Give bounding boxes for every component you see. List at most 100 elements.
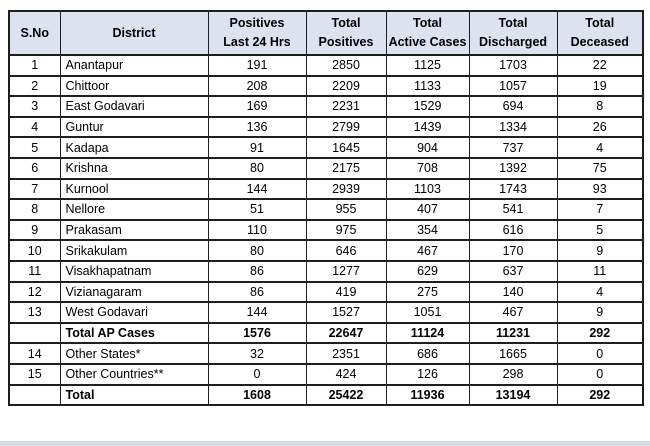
cell-total-deceased: 11 — [556, 259, 644, 283]
cell-sno — [8, 321, 61, 345]
cell-total-discharged: 170 — [468, 239, 558, 262]
cell-sno — [8, 383, 61, 407]
cell-district: Krishna — [59, 156, 209, 180]
cell-sno: 5 — [8, 136, 61, 159]
cell-total-active-cases: 1103 — [385, 177, 470, 201]
cell-district: Prakasam — [59, 218, 209, 242]
cell-positives-last-24hrs: 144 — [207, 301, 307, 324]
header-cell-total-discharged: Total Discharged — [468, 10, 558, 56]
cell-total-discharged: 1665 — [468, 342, 558, 365]
cell-district: Srikakulam — [59, 239, 209, 262]
cell-sno: 3 — [8, 95, 61, 118]
table-row: 5 Kadapa 91 1645 904 737 4 — [8, 136, 644, 159]
cell-total-active-cases: 1133 — [385, 74, 470, 98]
cell-total-active-cases: 126 — [385, 362, 470, 386]
cell-total-deceased: 9 — [556, 301, 644, 324]
cell-total-positives: 2231 — [305, 95, 387, 118]
cell-total-positives: 2209 — [305, 74, 387, 98]
table-row: 10 Srikakulam 80 646 467 170 9 — [8, 239, 644, 262]
cell-total-discharged: 140 — [468, 280, 558, 304]
cell-district: Total AP Cases — [59, 321, 209, 345]
cell-total-discharged: 616 — [468, 218, 558, 242]
cell-total-discharged: 1392 — [468, 156, 558, 180]
cell-total-deceased: 292 — [556, 321, 644, 345]
cell-total-positives: 419 — [305, 280, 387, 304]
cell-total-deceased: 19 — [556, 74, 644, 98]
cell-district: East Godavari — [59, 95, 209, 118]
table-row: 14 Other States* 32 2351 686 1665 0 — [8, 342, 644, 365]
cell-district: Anantapur — [59, 54, 209, 77]
header-cell-total-positives: Total Positives — [305, 10, 387, 56]
cell-sno: 8 — [8, 198, 61, 221]
cell-sno: 10 — [8, 239, 61, 262]
cell-total-discharged: 298 — [468, 362, 558, 386]
cell-positives-last-24hrs: 1576 — [207, 321, 307, 345]
cell-sno: 2 — [8, 74, 61, 98]
cell-total-discharged: 637 — [468, 259, 558, 283]
table-row: 1 Anantapur 191 2850 1125 1703 22 — [8, 54, 644, 77]
covid-district-table: S.No District Positives Last 24 Hrs Total Pos… — [8, 10, 644, 407]
cell-total-deceased: 4 — [556, 136, 644, 159]
table-row: 7 Kurnool 144 2939 1103 1743 93 — [8, 177, 644, 201]
cell-total-positives: 646 — [305, 239, 387, 262]
cell-total-discharged: 541 — [468, 198, 558, 221]
cell-total-discharged: 1743 — [468, 177, 558, 201]
header-cell-total-active-cases: Total Active Cases — [385, 10, 470, 56]
cell-total-deceased: 0 — [556, 362, 644, 386]
cell-total-deceased: 22 — [556, 54, 644, 77]
header-cell-district: District — [59, 10, 209, 56]
cell-total-deceased: 75 — [556, 156, 644, 180]
cell-total-active-cases: 708 — [385, 156, 470, 180]
cell-positives-last-24hrs: 51 — [207, 198, 307, 221]
cell-total-active-cases: 354 — [385, 218, 470, 242]
cell-sno: 11 — [8, 259, 61, 283]
cell-sno: 9 — [8, 218, 61, 242]
cell-total-positives: 2939 — [305, 177, 387, 201]
table-row: 8 Nellore 51 955 407 541 7 — [8, 198, 644, 221]
cell-total-positives: 2351 — [305, 342, 387, 365]
cell-district: Visakhapatnam — [59, 259, 209, 283]
cell-sno: 12 — [8, 280, 61, 304]
cell-total-discharged: 11231 — [468, 321, 558, 345]
cell-total-active-cases: 1125 — [385, 54, 470, 77]
cell-total-active-cases: 629 — [385, 259, 470, 283]
cell-positives-last-24hrs: 110 — [207, 218, 307, 242]
cell-sno: 14 — [8, 342, 61, 365]
total-row: Total AP Cases 1576 22647 11124 11231 292 — [8, 321, 644, 345]
cell-district: Kurnool — [59, 177, 209, 201]
cell-total-discharged: 694 — [468, 95, 558, 118]
header-cell-positives-last-24hrs: Positives Last 24 Hrs — [207, 10, 307, 56]
cell-positives-last-24hrs: 86 — [207, 259, 307, 283]
cell-total-positives: 2850 — [305, 54, 387, 77]
cell-sno: 6 — [8, 156, 61, 180]
cell-total-positives: 1277 — [305, 259, 387, 283]
cell-sno: 15 — [8, 362, 61, 386]
cell-sno: 13 — [8, 301, 61, 324]
table-row: 9 Prakasam 110 975 354 616 5 — [8, 218, 644, 242]
cell-total-active-cases: 275 — [385, 280, 470, 304]
cell-sno: 1 — [8, 54, 61, 77]
cell-total-discharged: 1334 — [468, 115, 558, 139]
cell-district: Chittoor — [59, 74, 209, 98]
table-row: 15 Other Countries** 0 424 126 298 0 — [8, 362, 644, 386]
cell-total-positives: 955 — [305, 198, 387, 221]
table-row: 3 East Godavari 169 2231 1529 694 8 — [8, 95, 644, 118]
header-cell-sno: S.No — [8, 10, 61, 56]
cell-total-positives: 1527 — [305, 301, 387, 324]
cell-total-active-cases: 686 — [385, 342, 470, 365]
table-bottom-shadow — [0, 441, 650, 446]
cell-district: Nellore — [59, 198, 209, 221]
cell-positives-last-24hrs: 86 — [207, 280, 307, 304]
cell-total-active-cases: 11936 — [385, 383, 470, 407]
cell-district: Other Countries** — [59, 362, 209, 386]
cell-total-deceased: 292 — [556, 383, 644, 407]
cell-total-positives: 1645 — [305, 136, 387, 159]
table-row: 2 Chittoor 208 2209 1133 1057 19 — [8, 74, 644, 98]
cell-sno: 4 — [8, 115, 61, 139]
cell-total-deceased: 26 — [556, 115, 644, 139]
cell-total-active-cases: 1051 — [385, 301, 470, 324]
table-row: 6 Krishna 80 2175 708 1392 75 — [8, 156, 644, 180]
cell-positives-last-24hrs: 32 — [207, 342, 307, 365]
cell-total-active-cases: 1439 — [385, 115, 470, 139]
